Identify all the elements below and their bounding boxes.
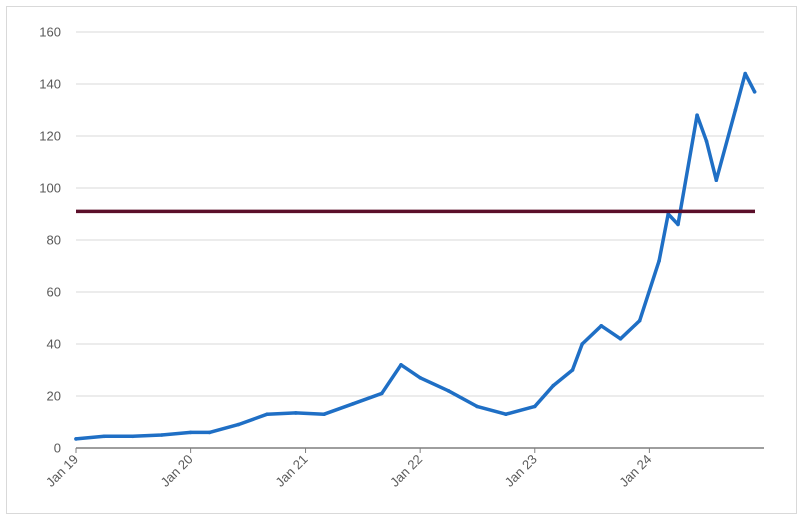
data-point: [551, 383, 556, 388]
data-point: [637, 318, 642, 323]
y-tick-label: 140: [39, 77, 61, 92]
data-point: [714, 178, 719, 182]
data-point: [618, 337, 623, 341]
data-point: [399, 363, 403, 367]
y-axis-tick-labels: 0 20 40 60 80 100 120 140 160: [39, 25, 61, 456]
data-point: [733, 108, 738, 112]
x-tick-label: Jan 23: [502, 452, 540, 490]
data-point: [752, 90, 757, 94]
data-point: [322, 412, 326, 417]
chart-frame: [6, 6, 797, 514]
data-point: [743, 71, 747, 76]
data-point: [704, 139, 709, 143]
data-point: [695, 113, 699, 117]
gridlines: [76, 31, 764, 397]
data-point: [380, 391, 384, 396]
x-tick-label: Jan 21: [272, 452, 310, 490]
y-tick-label: 160: [39, 25, 61, 40]
y-tick-label: 60: [47, 285, 61, 300]
data-series: [74, 71, 757, 441]
data-point: [676, 222, 680, 227]
data-point: [236, 422, 241, 427]
data-point: [265, 412, 270, 417]
y-tick-label: 40: [47, 337, 61, 352]
data-point: [351, 402, 355, 406]
data-point: [475, 404, 479, 409]
data-point: [533, 404, 537, 409]
x-axis-tick-labels: Jan 19 Jan 20 Jan 21 Jan 22 Jan 23 Jan 24: [43, 448, 655, 490]
data-point: [418, 376, 423, 380]
data-point: [102, 434, 107, 439]
data-point: [599, 324, 604, 328]
x-tick-label: Jan 19: [43, 452, 81, 490]
y-tick-label: 20: [47, 389, 61, 404]
data-point: [207, 430, 212, 435]
x-tick-label: Jan 20: [158, 452, 196, 490]
x-tick-label: Jan 24: [616, 452, 654, 490]
y-tick-label: 120: [39, 129, 61, 144]
data-point: [570, 368, 575, 372]
data-point: [159, 433, 164, 437]
data-point: [74, 437, 78, 441]
data-point: [504, 412, 508, 417]
y-tick-label: 0: [54, 441, 61, 456]
series-line-0: [74, 71, 757, 441]
y-tick-label: 80: [47, 233, 61, 248]
y-tick-label: 100: [39, 181, 61, 196]
data-point: [446, 389, 451, 393]
data-point: [657, 259, 661, 263]
data-point: [131, 434, 135, 439]
data-point: [580, 342, 584, 346]
data-point: [188, 430, 193, 435]
x-tick-label: Jan 22: [387, 452, 425, 490]
data-point: [294, 411, 298, 415]
